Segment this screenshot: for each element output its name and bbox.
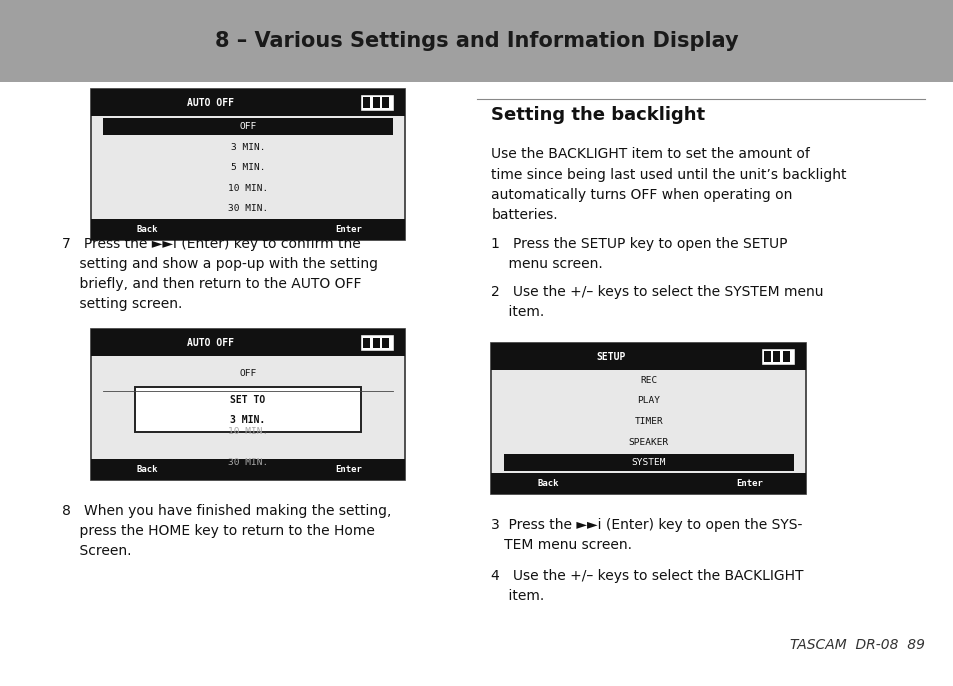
Text: 30 MIN.: 30 MIN.: [228, 458, 268, 467]
Bar: [503, 454, 793, 471]
Text: 1   Press the SETUP key to open the SETUP
    menu screen.: 1 Press the SETUP key to open the SETUP …: [491, 237, 787, 271]
Bar: [134, 387, 361, 432]
Bar: [91, 459, 405, 480]
Text: AUTO OFF: AUTO OFF: [187, 98, 233, 108]
Text: 7   Press the ►►i (Enter) key to confirm the
    setting and show a pop-up with : 7 Press the ►►i (Enter) key to confirm t…: [62, 237, 377, 311]
Text: 10 MIN.: 10 MIN.: [228, 427, 268, 436]
Bar: [491, 473, 805, 494]
Text: SPEAKER: SPEAKER: [628, 438, 668, 447]
Bar: [382, 97, 389, 108]
Bar: [363, 97, 370, 108]
Bar: [0, 0, 953, 82]
Bar: [363, 338, 370, 348]
Bar: [103, 118, 393, 135]
Bar: [91, 89, 405, 117]
Bar: [491, 343, 805, 494]
Text: AUTO OFF: AUTO OFF: [187, 338, 233, 348]
Bar: [361, 335, 393, 351]
Bar: [773, 351, 780, 362]
Text: Use the BACKLIGHT item to set the amount of
time since being last used until the: Use the BACKLIGHT item to set the amount…: [491, 147, 846, 222]
Text: 5 MIN.: 5 MIN.: [231, 163, 265, 172]
Bar: [491, 343, 805, 370]
Text: 10 MIN.: 10 MIN.: [228, 184, 268, 193]
Bar: [361, 95, 393, 110]
Bar: [91, 219, 405, 240]
Text: Setting the backlight: Setting the backlight: [491, 106, 704, 124]
Bar: [91, 89, 405, 240]
Text: OFF: OFF: [239, 369, 256, 378]
Bar: [91, 329, 405, 480]
Text: Enter: Enter: [736, 479, 762, 488]
Text: TASCAM  DR-08  89: TASCAM DR-08 89: [789, 638, 924, 652]
Text: Back: Back: [537, 479, 558, 488]
Text: 4   Use the +/– keys to select the BACKLIGHT
    item.: 4 Use the +/– keys to select the BACKLIG…: [491, 569, 803, 604]
Text: 8   When you have finished making the setting,
    press the HOME key to return : 8 When you have finished making the sett…: [62, 504, 391, 558]
Text: 8 – Various Settings and Information Display: 8 – Various Settings and Information Dis…: [215, 31, 738, 51]
Text: OFF: OFF: [239, 122, 256, 131]
Text: SETUP: SETUP: [596, 352, 625, 362]
Bar: [373, 97, 379, 108]
Bar: [782, 351, 789, 362]
Text: SET TO: SET TO: [231, 394, 265, 405]
Text: Enter: Enter: [335, 225, 362, 234]
Text: 30 MIN.: 30 MIN.: [228, 204, 268, 213]
Text: Enter: Enter: [335, 465, 362, 474]
Text: 3 MIN.: 3 MIN.: [231, 415, 265, 425]
Bar: [382, 338, 389, 348]
Text: TIMER: TIMER: [634, 417, 662, 426]
Text: 3 MIN.: 3 MIN.: [231, 143, 265, 152]
Bar: [373, 338, 379, 348]
Text: Back: Back: [136, 225, 158, 234]
Bar: [763, 351, 770, 362]
Bar: [91, 329, 405, 357]
Bar: [761, 349, 793, 364]
Text: REC: REC: [639, 376, 657, 385]
Text: SYSTEM: SYSTEM: [631, 458, 665, 467]
Text: Back: Back: [136, 465, 158, 474]
Text: 3  Press the ►►i (Enter) key to open the SYS-
   TEM menu screen.: 3 Press the ►►i (Enter) key to open the …: [491, 518, 801, 552]
Text: PLAY: PLAY: [637, 397, 659, 405]
Text: 2   Use the +/– keys to select the SYSTEM menu
    item.: 2 Use the +/– keys to select the SYSTEM …: [491, 285, 823, 319]
